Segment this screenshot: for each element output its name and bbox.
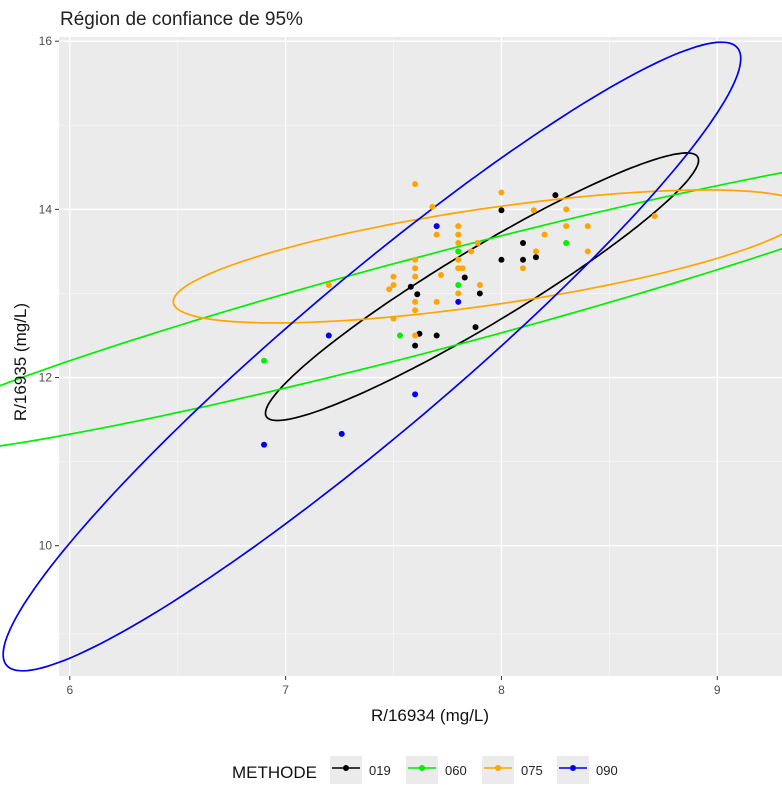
legend: METHODE 019 060 075 090 <box>232 756 618 784</box>
point-075 <box>498 189 505 196</box>
point-075 <box>412 256 419 263</box>
point-075 <box>412 181 419 188</box>
grid-minor <box>59 37 782 676</box>
point-019 <box>498 207 505 214</box>
point-075 <box>563 223 570 230</box>
legend-key-dot <box>495 765 501 771</box>
point-019 <box>412 342 419 349</box>
point-090 <box>261 441 268 448</box>
point-075 <box>468 248 475 255</box>
x-tick-label: 9 <box>714 683 721 697</box>
point-019 <box>472 324 479 331</box>
y-axis-ticks: 10 12 14 16 <box>39 34 59 553</box>
point-075 <box>390 282 397 289</box>
point-075 <box>455 231 462 238</box>
point-019 <box>498 256 505 263</box>
confidence-ellipses <box>0 41 782 672</box>
point-075 <box>412 265 419 272</box>
point-019 <box>552 192 559 199</box>
point-019 <box>476 290 483 297</box>
point-019 <box>532 254 539 261</box>
point-075 <box>455 239 462 246</box>
x-axis-ticks: 6 7 8 9 <box>66 676 721 697</box>
point-060 <box>261 357 268 364</box>
point-075 <box>520 265 527 272</box>
point-019 <box>520 256 527 263</box>
legend-label-075: 075 <box>521 763 543 778</box>
point-075 <box>455 290 462 297</box>
point-075 <box>584 223 591 230</box>
x-tick-label: 8 <box>498 683 505 697</box>
point-060 <box>396 332 403 339</box>
point-060 <box>563 239 570 246</box>
point-075 <box>474 239 481 246</box>
point-075 <box>433 298 440 305</box>
point-060 <box>455 248 462 255</box>
point-075 <box>390 315 397 322</box>
grid-major <box>59 37 782 676</box>
point-075 <box>455 265 462 272</box>
point-075 <box>412 298 419 305</box>
point-075 <box>412 307 419 314</box>
legend-label-019: 019 <box>369 763 391 778</box>
y-axis-title: R/16935 (mg/L) <box>11 303 30 421</box>
point-075 <box>325 282 332 289</box>
legend-key-dot <box>570 765 576 771</box>
point-019 <box>433 332 440 339</box>
point-075 <box>530 207 537 214</box>
ellipse-075 <box>172 189 782 324</box>
y-tick-label: 10 <box>39 539 53 553</box>
point-075 <box>455 223 462 230</box>
point-060 <box>455 282 462 289</box>
point-075 <box>541 231 548 238</box>
point-019 <box>461 274 468 281</box>
point-075 <box>532 248 539 255</box>
point-075 <box>438 271 445 278</box>
point-090 <box>338 430 345 437</box>
point-090 <box>433 223 440 230</box>
y-tick-label: 12 <box>39 371 53 385</box>
point-075 <box>412 332 419 339</box>
chart-title: Région de confiance de 95% <box>60 9 303 30</box>
point-075 <box>390 273 397 280</box>
point-075 <box>433 231 440 238</box>
ellipse-090 <box>2 41 742 672</box>
point-090 <box>412 391 419 398</box>
legend-label-090: 090 <box>596 763 618 778</box>
data-points <box>261 181 658 448</box>
point-075 <box>459 265 466 272</box>
ellipse-019 <box>264 152 700 422</box>
point-075 <box>429 203 436 210</box>
point-019 <box>520 239 527 246</box>
point-075 <box>386 286 393 293</box>
legend-key-dot <box>343 765 349 771</box>
legend-label-060: 060 <box>445 763 467 778</box>
x-tick-label: 6 <box>66 683 73 697</box>
ellipse-060 <box>0 171 782 447</box>
x-axis-title: R/16934 (mg/L) <box>371 706 489 725</box>
x-tick-label: 7 <box>282 683 289 697</box>
legend-key-dot <box>419 765 425 771</box>
point-090 <box>325 332 332 339</box>
legend-title: METHODE <box>232 763 317 782</box>
point-075 <box>455 256 462 263</box>
y-tick-label: 16 <box>39 34 53 48</box>
point-075 <box>651 213 658 220</box>
point-075 <box>584 248 591 255</box>
point-090 <box>455 298 462 305</box>
point-019 <box>414 291 421 298</box>
point-075 <box>412 273 419 280</box>
point-019 <box>407 283 414 290</box>
point-075 <box>476 282 483 289</box>
plot-panel <box>59 37 782 676</box>
point-075 <box>563 206 570 213</box>
y-tick-label: 14 <box>39 202 53 216</box>
